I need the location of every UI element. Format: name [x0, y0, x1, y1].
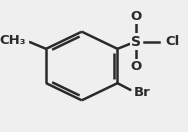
Text: S: S — [131, 35, 141, 49]
Text: Br: Br — [133, 86, 150, 99]
Text: O: O — [130, 60, 141, 73]
Text: Cl: Cl — [166, 35, 180, 48]
Text: O: O — [130, 10, 141, 23]
Text: CH₃: CH₃ — [0, 34, 26, 47]
